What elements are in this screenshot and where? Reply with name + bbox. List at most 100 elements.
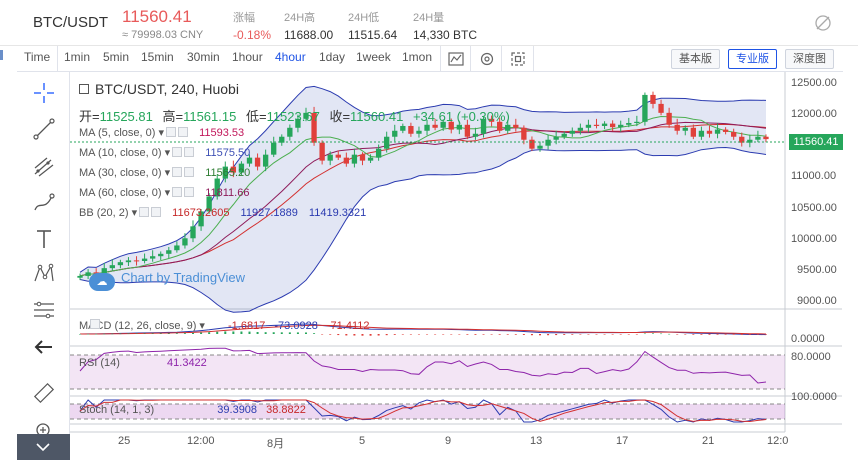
mode-basic-button[interactable]: 基本版 xyxy=(671,49,720,69)
candle-body xyxy=(279,136,285,143)
stat-change-label: 涨幅 xyxy=(233,12,255,24)
brush-icon[interactable] xyxy=(31,190,57,216)
macd-histogram-bar xyxy=(740,334,743,335)
drawbar-collapse-button[interactable] xyxy=(17,434,70,460)
macd-histogram-bar xyxy=(175,333,178,334)
price-axis-label: 11000.00 xyxy=(791,170,837,182)
indicator-close-icon[interactable] xyxy=(184,187,195,197)
macd-histogram-bar xyxy=(506,334,509,335)
macd-histogram-bar xyxy=(539,334,542,336)
stoch-legend[interactable]: Stoch (14, 1, 3) 39.3908 38.8822 xyxy=(79,404,306,416)
macd-histogram-bar xyxy=(256,332,259,334)
ma30-label: MA (30, close, 0) xyxy=(79,167,162,179)
indicator-ma10[interactable]: MA (10, close, 0) ▾ 11575.50 xyxy=(79,147,251,159)
candle-body xyxy=(601,123,608,126)
macd-histogram-bar xyxy=(369,334,372,336)
macd-histogram-bar xyxy=(232,331,235,334)
macd-histogram-bar xyxy=(547,334,550,336)
candle-body xyxy=(577,127,584,131)
tf-time[interactable]: Time xyxy=(24,50,51,64)
stoch-d-line xyxy=(79,399,767,423)
indicator-close-icon[interactable] xyxy=(184,167,195,177)
settings-icon[interactable] xyxy=(479,51,495,67)
indicator-close-icon[interactable] xyxy=(184,147,195,157)
macd-histogram xyxy=(79,331,767,336)
indicators-icon[interactable] xyxy=(448,51,464,67)
chart-area[interactable]: BTC/USDT, 240, Huobi 开=11525.81 高=11561.… xyxy=(70,72,843,460)
trend-line-icon[interactable] xyxy=(31,116,57,142)
rsi-legend[interactable]: RSI (14) 41.3422 xyxy=(79,357,207,369)
price-axis-label: 10000.00 xyxy=(791,233,837,245)
indicator-settings-icon[interactable] xyxy=(172,147,183,157)
tf-1day[interactable]: 1day xyxy=(319,50,346,64)
tf-5min[interactable]: 5min xyxy=(103,50,130,64)
tradingview-watermark[interactable]: ☁ Chart by TradingView xyxy=(89,270,245,291)
indicator-close-icon[interactable] xyxy=(178,127,188,137)
indicator-bb[interactable]: BB (20, 2) ▾ 11673.2605 11927.1889 11419… xyxy=(79,207,367,219)
mode-pro-button[interactable]: 专业版 xyxy=(728,49,777,69)
macd-histogram-bar xyxy=(692,334,695,335)
macd-legend[interactable]: MACD (12, 26, close, 9) ▾ -1.6817 -73.09… xyxy=(79,319,370,332)
macd-histogram-bar xyxy=(159,333,162,334)
macd-histogram-bar xyxy=(337,334,340,336)
candle-body xyxy=(747,139,753,143)
indicator-close-icon[interactable] xyxy=(151,207,162,217)
pair-name[interactable]: BTC/USDT xyxy=(33,14,108,31)
drawing-toolbar xyxy=(17,72,70,460)
tf-1week[interactable]: 1week xyxy=(356,50,391,64)
indicator-ma5[interactable]: MA (5, close, 0) ▾ 11593.53 xyxy=(79,127,245,139)
ruler-icon[interactable] xyxy=(31,380,57,406)
candle-body xyxy=(593,124,600,126)
candle-body xyxy=(666,112,672,125)
time-axis-label: 17 xyxy=(616,435,629,447)
tf-30min[interactable]: 30min xyxy=(187,50,220,64)
macd-axis-label: 0.0000 xyxy=(791,333,825,345)
tf-1mon[interactable]: 1mon xyxy=(402,50,433,64)
macd-signal-value: -71.4112 xyxy=(326,320,370,332)
chart-canvas[interactable] xyxy=(70,72,842,460)
tf-1min[interactable]: 1min xyxy=(64,50,91,64)
mode-depth-button[interactable]: 深度图 xyxy=(785,49,834,69)
stoch-k-value: 39.3908 xyxy=(217,404,258,416)
theme-toggle-icon[interactable] xyxy=(814,14,832,32)
indicator-settings-icon[interactable] xyxy=(166,127,176,137)
candle-body xyxy=(295,118,301,128)
macd-histogram-bar xyxy=(442,334,445,335)
pattern-tool-icon[interactable] xyxy=(31,261,57,287)
indicator-settings-icon[interactable] xyxy=(139,207,150,217)
tf-15min[interactable]: 15min xyxy=(141,50,174,64)
candle-body xyxy=(343,157,350,164)
macd-histogram-bar xyxy=(377,334,380,336)
candle-body xyxy=(311,112,317,143)
indicator-settings-icon[interactable] xyxy=(172,167,183,177)
back-arrow-icon[interactable] xyxy=(31,334,57,360)
tf-4hour[interactable]: 4hour xyxy=(275,50,306,64)
indicator-settings-icon[interactable] xyxy=(172,187,183,197)
macd-histogram-bar xyxy=(183,333,186,334)
collapse-legend-icon[interactable] xyxy=(79,84,89,94)
bb-lower-value: 11419.3321 xyxy=(308,207,367,219)
fib-tool-icon[interactable] xyxy=(31,154,57,180)
text-tool-icon[interactable] xyxy=(31,226,57,252)
price-axis-label: 9000.00 xyxy=(797,295,837,307)
macd-histogram-bar xyxy=(143,333,146,335)
measure-tool-icon[interactable] xyxy=(31,297,57,323)
ma30-value: 11565.20 xyxy=(205,167,251,179)
tf-1hour[interactable]: 1hour xyxy=(232,50,263,64)
indicator-ma60[interactable]: MA (60, close, 0) ▾ 11811.66 xyxy=(79,187,250,199)
stat-low-value: 11515.64 xyxy=(348,28,398,42)
macd-value: -73.0928 xyxy=(274,320,318,332)
stat-high-label: 24H高 xyxy=(284,12,316,24)
screenshot-icon[interactable] xyxy=(510,51,526,67)
open-value: 11525.81 xyxy=(99,109,153,124)
indicator-ma30[interactable]: MA (30, close, 0) ▾ 11565.20 xyxy=(79,167,251,179)
last-price-tag: 11560.41 xyxy=(789,134,843,150)
bb-label: BB (20, 2) xyxy=(79,207,129,219)
crosshair-icon[interactable] xyxy=(31,80,57,106)
rsi-axis-label: 80.0000 xyxy=(791,351,831,363)
stoch-axis-label: 100.0000 xyxy=(791,391,837,403)
low-value: 11523.67 xyxy=(266,109,320,124)
ma10-label: MA (10, close, 0) xyxy=(79,147,162,159)
macd-histogram-bar xyxy=(393,334,396,335)
indicator-settings-icon[interactable] xyxy=(90,319,100,329)
